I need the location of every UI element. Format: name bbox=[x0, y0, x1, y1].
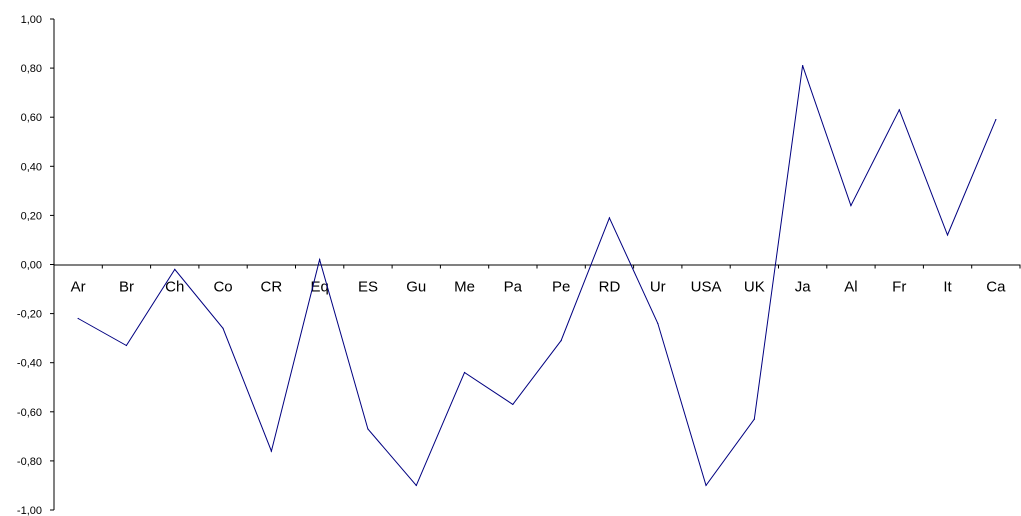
x-axis-ticks: Ar Br Ch Co CR Eq ES Gu Me Pa Pe RD Ur USA UK Ja Al Fr It C… bbox=[53, 264, 1021, 296]
y-tick-label: 0,60 bbox=[21, 112, 42, 124]
data-point bbox=[415, 484, 417, 487]
y-axis-ticks: 1,00 0,80 0,60 0,40 0,20 0,00 -0,20 -0,40 -0,60 -… bbox=[17, 14, 54, 516]
x-category-label: Ja bbox=[795, 279, 812, 296]
data-point bbox=[657, 322, 659, 325]
data-point bbox=[512, 403, 514, 406]
x-category-label: Ca bbox=[986, 279, 1006, 296]
data-point bbox=[705, 484, 707, 487]
x-category-label: Pe bbox=[552, 279, 570, 296]
data-point bbox=[560, 340, 562, 342]
x-category-label: Br bbox=[119, 279, 134, 296]
y-tick-label: 1,00 bbox=[21, 14, 42, 26]
data-point bbox=[463, 371, 466, 374]
data-point bbox=[608, 217, 611, 219]
x-category-label: Fr bbox=[892, 279, 906, 296]
data-point bbox=[995, 119, 997, 121]
y-tick-label: -1,00 bbox=[17, 505, 42, 516]
x-category-label: Ar bbox=[71, 279, 86, 296]
data-point bbox=[946, 234, 949, 236]
data-point bbox=[319, 258, 321, 261]
x-category-label: Gu bbox=[406, 279, 426, 296]
x-category-label: UK bbox=[744, 279, 765, 296]
y-tick-label: 0,80 bbox=[21, 63, 42, 75]
data-point bbox=[270, 450, 272, 452]
y-tick-label: -0,20 bbox=[17, 309, 42, 321]
data-point bbox=[850, 204, 852, 207]
data-point bbox=[753, 418, 755, 420]
y-tick-label: 0,40 bbox=[21, 161, 42, 173]
y-tick-label: -0,40 bbox=[17, 358, 42, 370]
x-category-label: Al bbox=[844, 279, 857, 296]
y-tick-label: 0,20 bbox=[21, 210, 42, 222]
x-category-label: ES bbox=[358, 279, 378, 296]
x-category-label: USA bbox=[691, 279, 722, 296]
x-category-label: RD bbox=[599, 279, 621, 296]
series-group bbox=[77, 65, 997, 487]
y-tick-label: -0,80 bbox=[17, 456, 42, 468]
y-tick-label: 0,00 bbox=[21, 260, 42, 272]
series-line bbox=[77, 65, 997, 487]
x-category-label: Co bbox=[213, 279, 232, 296]
x-category-label: CR bbox=[261, 279, 283, 296]
data-point bbox=[367, 428, 369, 430]
data-point bbox=[125, 344, 128, 347]
x-category-label: It bbox=[943, 279, 952, 296]
data-point bbox=[174, 268, 176, 271]
data-point bbox=[802, 65, 804, 67]
x-category-label: Ch bbox=[165, 279, 184, 296]
x-category-label: Ur bbox=[650, 279, 666, 296]
y-tick-label: -0,60 bbox=[17, 407, 42, 419]
x-category-label: Eq bbox=[310, 279, 328, 296]
x-category-label: Me bbox=[454, 279, 475, 296]
data-point bbox=[898, 109, 900, 111]
data-point bbox=[222, 327, 224, 329]
x-category-label: Pa bbox=[504, 279, 523, 296]
data-point bbox=[77, 317, 79, 320]
